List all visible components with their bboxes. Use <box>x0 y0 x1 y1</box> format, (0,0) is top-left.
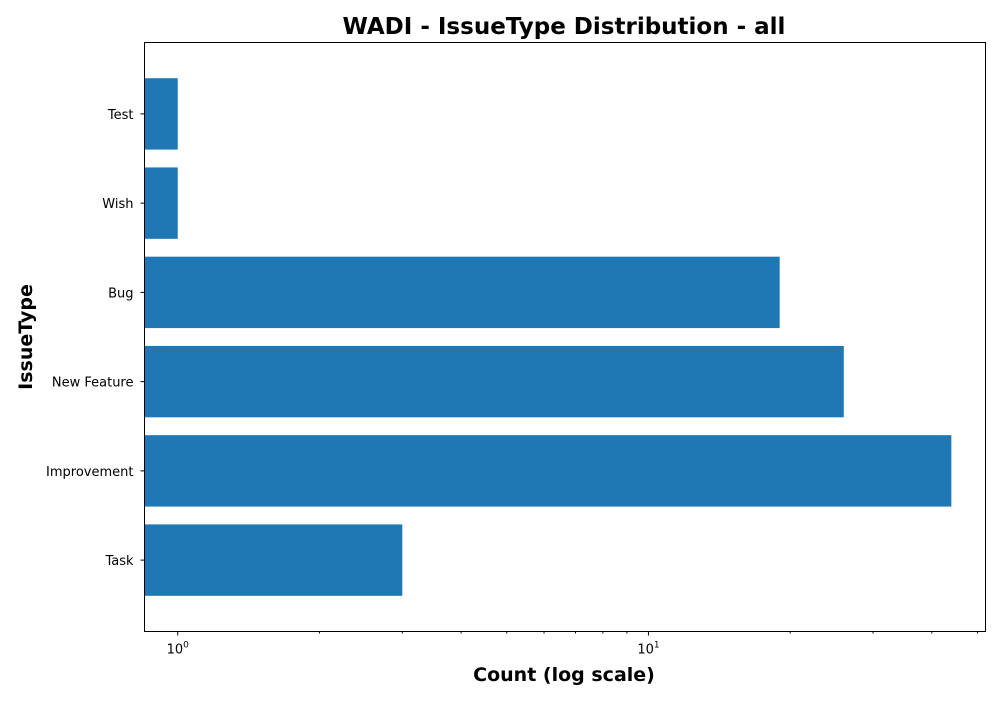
x-axis-ticks: 100 101 <box>167 631 978 658</box>
y-axis-label: IssueType <box>15 284 37 390</box>
bar-new-feature <box>144 345 844 418</box>
bar-test <box>144 78 178 150</box>
bar-improvement <box>144 435 952 507</box>
chart-title: WADI - IssueType Distribution - all <box>343 14 786 40</box>
x-tick-label: 100 <box>167 641 190 658</box>
y-tick-label: Improvement <box>46 465 133 480</box>
bar-task <box>144 524 403 596</box>
y-tick-label: Test <box>107 108 134 123</box>
y-tick-label: New Feature <box>52 376 134 391</box>
plot-frame <box>144 42 986 632</box>
x-tick-label: 101 <box>637 641 659 658</box>
y-tick-label: Task <box>104 554 134 569</box>
y-tick-label: Bug <box>108 286 133 301</box>
bar-wish <box>144 167 178 239</box>
y-tick-label: Wish <box>102 197 133 212</box>
bar-bug <box>144 256 780 329</box>
y-axis-ticks: Task Improvement New Feature Bug Wish Test <box>46 108 145 569</box>
bars-group <box>144 78 952 596</box>
x-axis-label: Count (log scale) <box>473 664 655 686</box>
